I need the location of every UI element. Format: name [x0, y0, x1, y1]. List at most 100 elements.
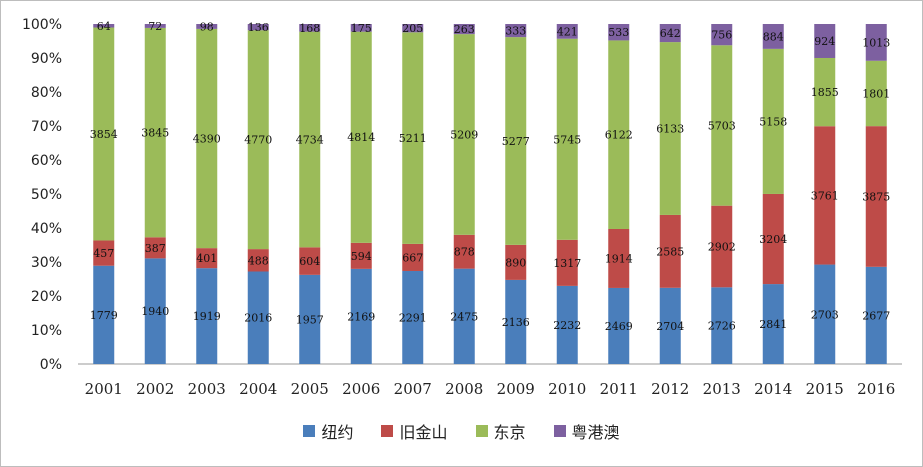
x-tick-label: 2007 [394, 380, 432, 398]
legend-swatch [475, 425, 488, 437]
bar-segment [402, 32, 424, 244]
data-label: 2841 [759, 318, 787, 331]
bar-segment [505, 244, 527, 280]
bar-segment [505, 37, 527, 245]
data-label: 4770 [244, 134, 272, 147]
bar-segment [556, 38, 578, 240]
data-label: 604 [299, 255, 320, 268]
bar-segment [762, 48, 784, 194]
data-label: 884 [763, 30, 784, 43]
bar-segment [196, 248, 218, 269]
x-tick-label: 2015 [806, 380, 844, 398]
bar-segment [402, 243, 424, 271]
data-label: 4390 [193, 133, 221, 146]
bar-segment [453, 34, 475, 235]
data-label: 5209 [450, 128, 478, 141]
data-label: 2677 [862, 309, 890, 322]
data-label: 1940 [141, 305, 169, 318]
data-label: 1779 [90, 309, 118, 322]
data-label: 667 [402, 251, 423, 264]
bar-segment [865, 24, 887, 61]
bar-segment [711, 45, 733, 206]
data-label: 1317 [553, 257, 581, 270]
bar-segment [505, 24, 527, 38]
bar-segment [402, 24, 424, 33]
bar-segment [659, 42, 681, 215]
bar-segment [402, 270, 424, 364]
bar-segment [93, 265, 115, 364]
x-tick-label: 2013 [703, 380, 741, 398]
data-label: 756 [711, 29, 732, 42]
bar-segment [865, 266, 887, 364]
legend: 纽约 旧金山 东京 粤港澳 [0, 419, 923, 443]
bar-segment [608, 40, 630, 229]
bar-segment [453, 24, 475, 35]
data-label: 6122 [605, 129, 633, 142]
bar-segment [608, 228, 630, 288]
bar-segment [453, 268, 475, 364]
bar-segment [659, 214, 681, 288]
bar-segment [93, 24, 115, 28]
bar-segment [350, 242, 372, 269]
data-label: 2703 [811, 308, 839, 321]
data-label: 2475 [450, 310, 478, 323]
legend-label: 旧金山 [399, 423, 448, 442]
data-label: 205 [402, 22, 423, 35]
bar-segment [814, 264, 836, 364]
y-tick-label: 70% [31, 119, 62, 135]
bar-segment [711, 205, 733, 288]
x-tick-label: 2003 [188, 380, 226, 398]
bar-segment [350, 24, 372, 32]
data-label: 333 [505, 25, 526, 38]
data-label: 3204 [759, 233, 787, 246]
data-label: 5745 [553, 133, 581, 146]
x-tick-label: 2005 [291, 380, 329, 398]
data-label: 3845 [141, 127, 169, 140]
bar-segment [556, 285, 578, 364]
bar-segment [196, 24, 218, 29]
legend-swatch [553, 425, 566, 437]
x-tick-label: 2001 [85, 380, 123, 398]
data-label: 1919 [193, 310, 221, 323]
bar-segment [814, 57, 836, 127]
y-tick-label: 80% [31, 85, 62, 101]
data-label: 2169 [347, 310, 375, 323]
x-tick-label: 2016 [857, 380, 895, 398]
x-tick-label: 2008 [445, 380, 483, 398]
data-label: 5277 [502, 135, 530, 148]
x-tick-label: 2010 [548, 380, 586, 398]
data-label: 890 [505, 256, 526, 269]
bar-segment [144, 258, 166, 364]
data-label: 1957 [296, 313, 324, 326]
data-label: 2704 [656, 320, 684, 333]
legend-label: 纽约 [321, 423, 354, 442]
bar-segment [247, 24, 269, 31]
data-label: 457 [93, 247, 114, 260]
x-tick-label: 2006 [342, 380, 380, 398]
bar-segment [196, 28, 218, 249]
data-label: 1801 [862, 87, 890, 100]
bar-segment [762, 284, 784, 364]
data-label: 878 [454, 246, 475, 259]
data-label: 2726 [708, 320, 736, 333]
y-tick-label: 20% [31, 289, 62, 305]
data-label: 72 [148, 20, 162, 33]
data-label: 168 [299, 22, 320, 35]
legend-item: 旧金山 [381, 419, 448, 443]
bar-segment [299, 274, 321, 364]
data-label: 64 [97, 20, 111, 33]
x-tick-label: 2002 [136, 380, 174, 398]
bar-segment [556, 24, 578, 39]
data-label: 3854 [90, 128, 118, 141]
bar-segment [93, 27, 115, 241]
data-label: 175 [351, 22, 372, 35]
data-label: 2016 [244, 312, 272, 325]
y-tick-label: 90% [31, 51, 62, 67]
legend-label: 粤港澳 [571, 423, 620, 442]
bar-segment [93, 240, 115, 266]
data-label: 1855 [811, 86, 839, 99]
bar-segment [247, 271, 269, 364]
bar-segment [762, 24, 784, 49]
data-label: 594 [351, 250, 372, 263]
